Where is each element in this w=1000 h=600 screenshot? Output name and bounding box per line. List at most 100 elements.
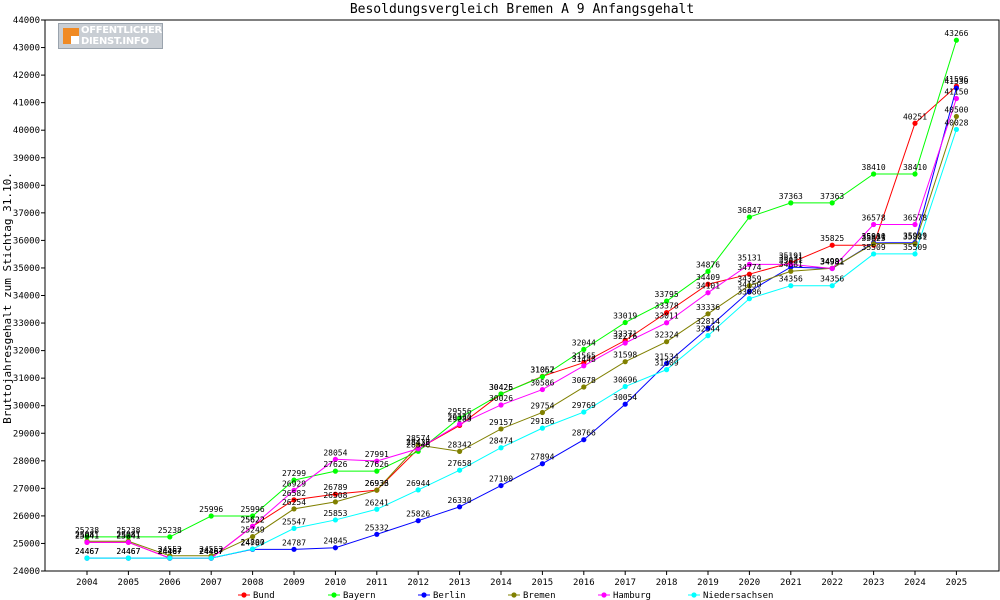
data-label-bund: 34774 — [737, 263, 761, 272]
data-point-niedersachsen — [788, 283, 794, 289]
x-tick-label: 2008 — [242, 578, 264, 588]
data-point-bayern — [84, 534, 90, 540]
data-point-bayern — [498, 391, 504, 397]
data-label-bund: 41596 — [944, 75, 968, 84]
data-label-hamburg: 25041 — [75, 531, 99, 540]
data-point-hamburg — [291, 487, 297, 493]
data-point-hamburg — [125, 539, 131, 545]
x-tick-label: 2023 — [863, 578, 885, 588]
data-label-bremen: 32324 — [655, 331, 679, 340]
data-point-niedersachsen — [84, 555, 90, 561]
data-label-bremen: 31598 — [613, 351, 637, 360]
series-line-bayern — [87, 40, 957, 538]
x-tick-label: 2015 — [532, 578, 554, 588]
data-label-bayern: 36847 — [737, 206, 761, 215]
data-label-bayern: 38410 — [862, 163, 886, 172]
data-label-bund: 24467 — [158, 547, 182, 556]
x-tick-label: 2018 — [656, 578, 678, 588]
data-label-bayern: 29556 — [448, 407, 472, 416]
data-point-bremen — [622, 359, 628, 365]
data-point-berlin — [664, 360, 670, 367]
x-tick-label: 2024 — [904, 578, 926, 588]
data-point-bayern — [374, 468, 380, 474]
data-label-niedersachsen: 24800 — [241, 538, 265, 547]
data-label-bund: 35191 — [779, 252, 803, 261]
data-label-niedersachsen: 30696 — [613, 376, 637, 385]
x-tick-label: 2010 — [325, 578, 347, 588]
data-label-bund: 31565 — [572, 352, 596, 361]
series-line-hamburg — [87, 98, 957, 559]
data-point-hamburg — [953, 95, 960, 102]
data-point-niedersachsen — [829, 283, 835, 289]
data-point-bayern — [871, 171, 877, 177]
data-label-bayern: 27299 — [282, 469, 306, 478]
data-label-bund: 34409 — [696, 273, 720, 282]
series-line-bremen — [87, 116, 957, 557]
data-point-berlin — [457, 504, 463, 510]
x-tick-label: 2006 — [159, 578, 181, 588]
y-tick-label: 31000 — [13, 374, 40, 384]
data-labels-group: 25041 25041 24467 24467 25622 26582 26789 26936… — [75, 29, 969, 556]
data-point-bund — [912, 120, 918, 126]
data-label-berlin: 30054 — [613, 393, 637, 402]
y-tick-label: 37000 — [13, 209, 40, 219]
x-tick-label: 2005 — [118, 578, 140, 588]
data-point-niedersachsen — [250, 546, 256, 552]
x-tick-label: 2021 — [780, 578, 802, 588]
data-label-niedersachsen: 24467 — [116, 547, 140, 556]
data-point-hamburg — [705, 290, 711, 296]
data-label-bremen: 28342 — [448, 440, 472, 449]
data-point-niedersachsen — [291, 525, 297, 531]
x-tick-label: 2004 — [76, 578, 98, 588]
data-label-bremen: 40500 — [944, 105, 968, 114]
data-point-bayern — [953, 37, 960, 43]
data-label-hamburg: 35131 — [737, 253, 761, 262]
x-tick-label: 2011 — [366, 578, 388, 588]
data-point-berlin — [498, 482, 504, 489]
legend-item-berlin: Berlin — [418, 591, 466, 600]
data-label-berlin: 24467 — [158, 547, 182, 556]
x-tick-label: 2025 — [946, 578, 968, 588]
data-point-bayern — [581, 346, 587, 352]
data-label-niedersachsen: 31309 — [655, 359, 679, 368]
data-point-niedersachsen — [208, 555, 214, 561]
data-point-hamburg — [829, 265, 835, 272]
data-label-bayern: 37363 — [820, 192, 844, 201]
data-label-hamburg: 34981 — [820, 257, 844, 266]
data-label-hamburg: 41150 — [944, 88, 968, 97]
data-point-berlin — [374, 531, 380, 537]
data-label-hamburg: 27991 — [365, 450, 389, 459]
data-point-bayern — [664, 298, 670, 304]
data-point-hamburg — [415, 446, 421, 452]
logo-line-2: DIENST.INFO — [81, 36, 149, 47]
data-point-bremen — [912, 241, 918, 247]
data-label-bund: 25041 — [116, 531, 140, 540]
legend-swatch-marker — [691, 592, 697, 598]
data-label-niedersachsen: 29186 — [530, 417, 554, 426]
data-label-hamburg: 24467 — [199, 547, 223, 556]
data-label-berlin: 35910 — [862, 232, 886, 241]
data-point-niedersachsen — [746, 296, 753, 302]
data-point-hamburg — [498, 402, 504, 408]
data-point-niedersachsen — [581, 409, 587, 415]
data-point-hamburg — [581, 363, 587, 369]
data-point-niedersachsen — [332, 517, 338, 523]
data-label-berlin: 34150 — [737, 280, 761, 289]
data-label-bremen: 34881 — [779, 260, 803, 269]
legend-label: Berlin — [433, 591, 466, 600]
data-label-hamburg: 36578 — [903, 213, 927, 222]
data-label-niedersachsen: 29769 — [572, 401, 596, 410]
data-point-bremen — [871, 241, 877, 247]
data-point-bremen — [332, 499, 338, 505]
data-point-bayern — [829, 200, 835, 206]
legend-label: Bremen — [523, 591, 556, 600]
legend: Bund Bayern Berlin Bremen Hamburg Niedersachs… — [238, 591, 773, 600]
data-label-hamburg: 34101 — [696, 282, 720, 291]
chart-title: Besoldungsvergleich Bremen A 9 Anfangsge… — [350, 2, 694, 17]
data-label-bayern: 27626 — [323, 460, 347, 469]
data-label-hamburg: 29330 — [448, 413, 472, 422]
data-label-bremen: 24552 — [158, 545, 182, 554]
y-tick-label: 26000 — [13, 512, 40, 522]
data-label-hamburg: 32276 — [613, 332, 637, 341]
data-label-bund: 40251 — [903, 112, 927, 121]
